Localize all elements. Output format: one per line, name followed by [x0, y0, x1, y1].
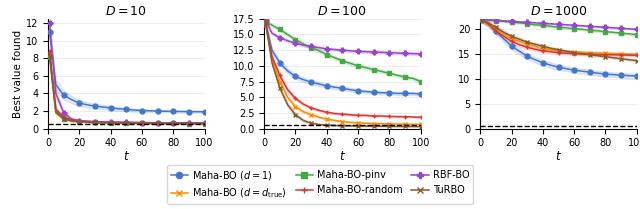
- X-axis label: $t$: $t$: [339, 150, 346, 163]
- Title: $D = 1000$: $D = 1000$: [529, 5, 588, 18]
- Y-axis label: Best value found: Best value found: [13, 30, 23, 118]
- Title: $D = 10$: $D = 10$: [105, 5, 147, 18]
- X-axis label: $t$: $t$: [555, 150, 562, 163]
- Title: $D = 100$: $D = 100$: [317, 5, 367, 18]
- Legend: Maha-BO ($d = 1$), Maha-BO ($d = d_{\mathrm{true}}$), Maha-BO-pinv, Maha-BO-rand: Maha-BO ($d = 1$), Maha-BO ($d = d_{\mat…: [166, 165, 474, 204]
- X-axis label: $t$: $t$: [123, 150, 130, 163]
